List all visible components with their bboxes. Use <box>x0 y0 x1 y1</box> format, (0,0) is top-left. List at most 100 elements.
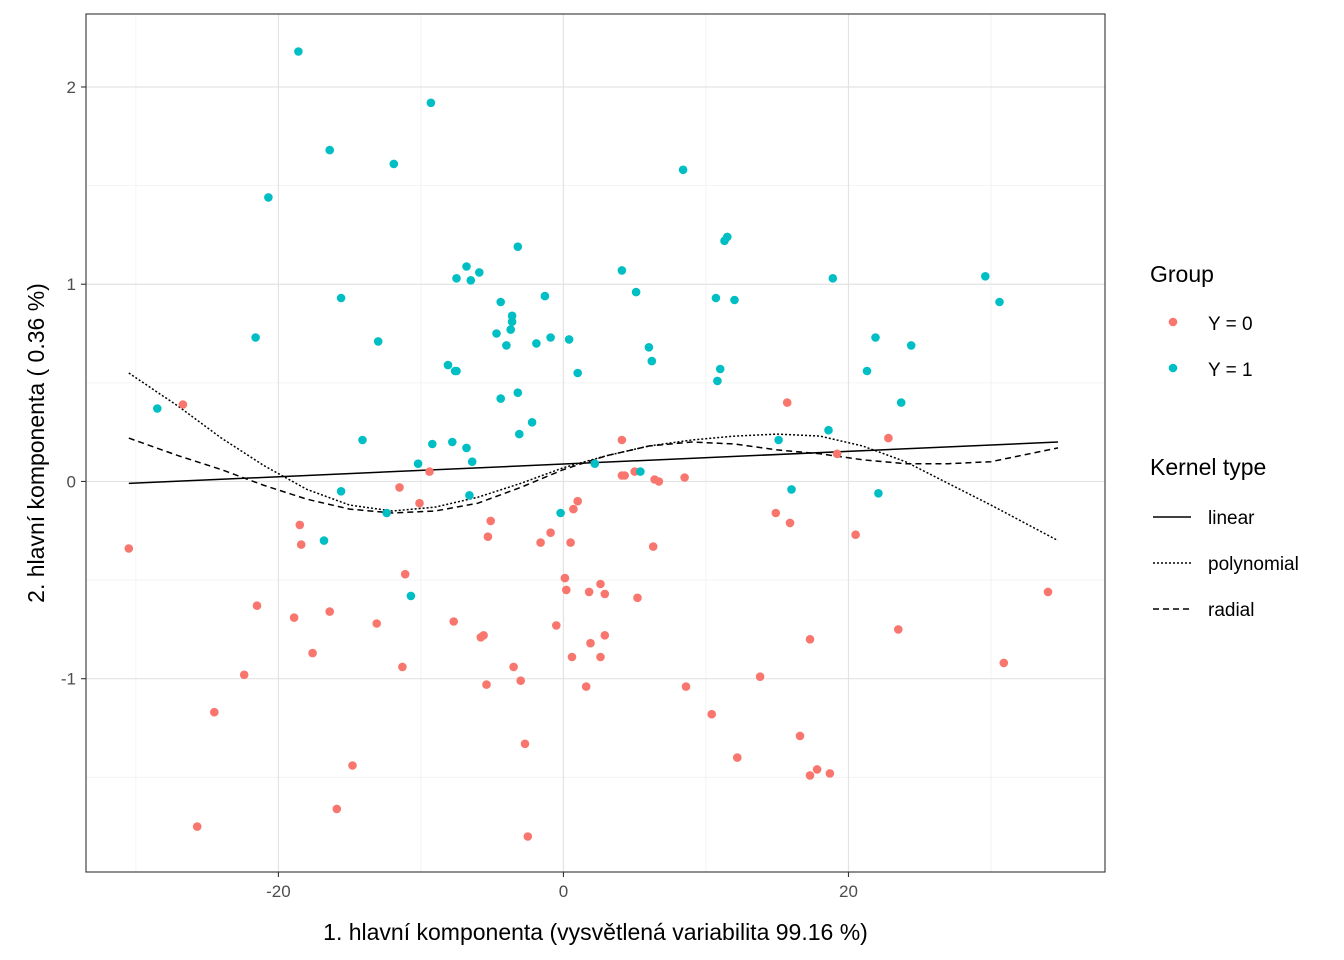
point-series-y1 <box>448 437 457 447</box>
point-series-y1 <box>467 457 477 467</box>
point-series-y0 <box>483 532 493 541</box>
point-series-y1 <box>452 366 461 376</box>
point-series-y0 <box>805 771 815 780</box>
point-series-y1 <box>874 489 883 498</box>
point-series-y0 <box>192 822 202 831</box>
point-series-y0 <box>372 619 382 628</box>
point-series-y0 <box>210 707 219 717</box>
point-series-y0 <box>832 449 842 459</box>
point-series-y0 <box>894 625 903 634</box>
point-series-y1 <box>413 459 423 469</box>
decision-boundaries <box>128 372 1059 542</box>
point-series-y1 <box>153 404 162 413</box>
point-series-y1 <box>723 232 732 242</box>
point-series-y0 <box>252 601 262 610</box>
point-series-y1 <box>711 293 721 303</box>
point-series-y1 <box>496 394 506 403</box>
point-series-y1 <box>507 317 517 327</box>
point-series-y1 <box>406 591 416 601</box>
point-series-y1 <box>443 360 453 370</box>
point-series-y0 <box>520 739 530 749</box>
point-series-y0 <box>633 593 642 603</box>
point-series-y1 <box>906 341 916 350</box>
point-series-y1 <box>462 443 471 453</box>
point-series-y0 <box>567 652 577 662</box>
point-series-y0 <box>308 648 317 658</box>
y-tick-label: 2 <box>67 78 76 97</box>
x-axis-title: 1. hlavní komponenta (vysvětlená variabi… <box>323 919 868 945</box>
legend-kernel-label: polynomial <box>1208 554 1299 575</box>
point-series-y0 <box>569 504 578 514</box>
point-series-y1 <box>426 98 436 108</box>
point-series-y1 <box>452 274 461 283</box>
point-series-y0 <box>648 542 658 551</box>
point-series-y0 <box>680 473 689 482</box>
data-points <box>124 47 1053 841</box>
point-series-y1 <box>824 425 833 435</box>
point-series-y0 <box>479 631 488 640</box>
point-series-y0 <box>805 635 815 644</box>
point-series-y1 <box>462 262 471 271</box>
point-series-y0 <box>681 682 691 691</box>
point-series-y0 <box>289 613 299 622</box>
legend-group-title: Group <box>1150 261 1214 287</box>
point-series-y1 <box>515 429 524 439</box>
legend-group-key <box>1168 363 1178 373</box>
legend-kernel-title: Kernel type <box>1150 454 1266 480</box>
point-series-y1 <box>828 274 838 283</box>
y-tick-label: 0 <box>67 472 76 491</box>
point-series-y1 <box>382 508 392 518</box>
point-series-y1 <box>981 272 990 281</box>
point-series-y1 <box>336 487 346 496</box>
point-series-y1 <box>527 418 537 427</box>
line-radial <box>128 437 1059 514</box>
legend-group-key <box>1168 317 1178 327</box>
point-series-y1 <box>513 242 523 251</box>
point-series-y1 <box>647 356 657 366</box>
point-series-y0 <box>523 832 533 841</box>
x-tick-label: 20 <box>839 882 858 901</box>
point-series-y0 <box>707 709 716 719</box>
point-series-y0 <box>596 579 605 589</box>
legend-group: Group Y = 0 Y = 1 <box>1150 261 1253 381</box>
point-series-y0 <box>536 538 545 547</box>
point-series-y0 <box>239 670 249 680</box>
point-series-y1 <box>502 341 511 350</box>
point-series-y1 <box>264 193 273 202</box>
x-tick-label: -20 <box>266 882 291 901</box>
point-series-y1 <box>294 47 303 56</box>
point-series-y0 <box>482 680 491 689</box>
point-series-y1 <box>995 297 1004 307</box>
point-series-y1 <box>617 266 627 275</box>
point-series-y1 <box>319 536 329 545</box>
point-series-y1 <box>358 435 367 445</box>
point-series-y0 <box>733 753 742 762</box>
point-series-y0 <box>654 477 664 486</box>
point-series-y0 <box>999 658 1009 668</box>
point-series-y1 <box>251 333 260 342</box>
point-series-y1 <box>631 287 641 297</box>
point-series-y0 <box>516 676 525 685</box>
point-series-y0 <box>851 530 860 539</box>
point-series-y0 <box>348 761 357 770</box>
legend-kernel-label: linear <box>1208 508 1255 529</box>
point-series-y1 <box>556 508 565 518</box>
point-series-y0 <box>296 540 306 549</box>
point-series-y1 <box>507 311 517 321</box>
point-series-y1 <box>774 435 783 445</box>
point-series-y0 <box>486 516 496 526</box>
point-series-y0 <box>782 398 792 407</box>
legend-kernel-label: radial <box>1208 600 1254 621</box>
legend-group-label: Y = 1 <box>1208 360 1253 381</box>
point-series-y0 <box>596 652 605 662</box>
point-series-y0 <box>178 400 188 409</box>
point-series-y0 <box>573 496 582 506</box>
point-series-y1 <box>644 343 654 352</box>
point-series-y1 <box>506 325 515 334</box>
point-series-y1 <box>713 376 722 386</box>
legend-group-label: Y = 0 <box>1208 314 1253 335</box>
point-series-y1 <box>336 293 346 303</box>
x-tick-label: 0 <box>559 882 568 901</box>
y-tick-label: -1 <box>61 670 76 689</box>
point-series-y0 <box>552 621 561 630</box>
